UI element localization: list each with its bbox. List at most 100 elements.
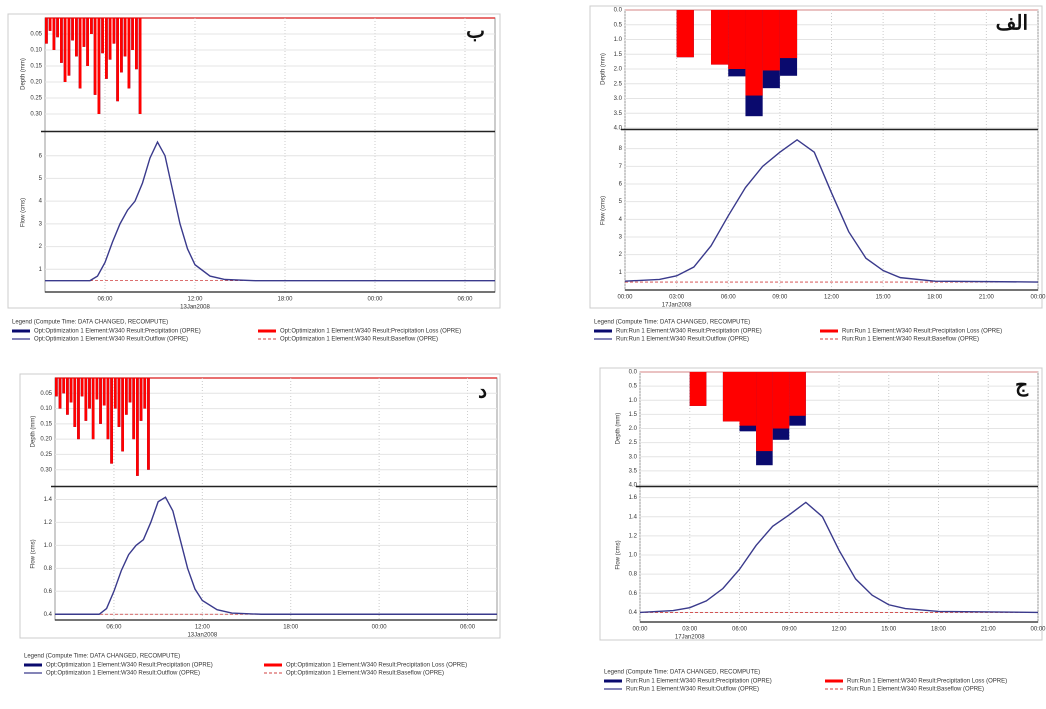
- y-tick-label: 2: [39, 244, 43, 250]
- y-axis-label: Depth (mm): [601, 53, 607, 85]
- y-tick-label: 3: [619, 235, 623, 241]
- y-tick-label: 0.5: [614, 22, 623, 28]
- x-axis-date: 13Jan2008: [180, 305, 210, 311]
- y-tick-label: 0.4: [629, 610, 638, 616]
- precip-bar: [101, 18, 104, 54]
- precip-bar: [132, 378, 136, 440]
- y-tick-label: 8: [619, 146, 623, 152]
- legend-label: Run:Run 1 Element:W340 Result:Precipitat…: [626, 679, 772, 685]
- precip-bar: [99, 378, 102, 424]
- y-tick-label: 3.5: [614, 111, 623, 117]
- y-tick-label: 5: [39, 176, 43, 182]
- precip-bar: [60, 18, 63, 63]
- y-axis-label: Depth (mm): [616, 413, 622, 445]
- precip-bar: [789, 372, 806, 416]
- precip-bar: [77, 378, 80, 440]
- y-tick-label: 0.05: [30, 32, 42, 38]
- panel-frame: [7, 13, 501, 309]
- legend-label: Run:Run 1 Element:W340 Result:Precipitat…: [847, 679, 1007, 685]
- y-tick-label: 5: [619, 199, 623, 205]
- y-tick-label: 1: [619, 270, 623, 276]
- x-tick-label: 00:00: [1030, 295, 1046, 301]
- panel-label: ج: [1015, 373, 1029, 398]
- legend-label: Opt:Optimization 1 Element:W340 Result:P…: [34, 329, 201, 335]
- y-tick-label: 4.0: [614, 126, 623, 132]
- legend-title: Legend (Compute Time: DATA CHANGED, RECO…: [24, 654, 180, 660]
- y-tick-label: 0.8: [44, 566, 53, 572]
- precip-bar: [147, 378, 150, 470]
- y-tick-label: 0.5: [629, 384, 638, 390]
- precip-bar: [69, 378, 73, 403]
- legend-label: Opt:Optimization 1 Element:W340 Result:B…: [286, 671, 444, 677]
- precip-bar: [711, 10, 729, 65]
- legend-label: Run:Run 1 Element:W340 Result:Baseflow (…: [847, 687, 984, 693]
- precip-bar: [52, 18, 56, 50]
- y-tick-label: 4.0: [629, 483, 638, 489]
- y-tick-label: 6: [39, 153, 43, 159]
- precip-bar: [67, 18, 71, 76]
- precip-bar: [739, 372, 757, 426]
- precip-bar: [62, 378, 66, 394]
- x-tick-label: 06:00: [106, 625, 122, 631]
- precip-bar: [84, 378, 88, 421]
- legend-label: Run:Run 1 Element:W340 Result:Baseflow (…: [842, 337, 979, 343]
- x-tick-label: 18:00: [927, 295, 943, 301]
- x-tick-label: 00:00: [372, 625, 388, 631]
- y-tick-label: 2: [619, 252, 623, 258]
- y-tick-label: 0.05: [40, 391, 52, 397]
- y-tick-label: 0.15: [30, 64, 42, 70]
- y-tick-label: 4: [619, 217, 623, 223]
- panel-label: الف: [996, 11, 1028, 35]
- legend-label: Run:Run 1 Element:W340 Result:Precipitat…: [842, 329, 1002, 335]
- precip-bar: [45, 18, 48, 44]
- legend-label: Run:Run 1 Element:W340 Result:Precipitat…: [616, 329, 762, 335]
- precip-bar: [779, 10, 798, 59]
- precip-bar: [689, 372, 707, 406]
- y-axis-label: Flow (cms): [21, 198, 27, 227]
- flow-line: [55, 496, 497, 615]
- precip-bar: [143, 378, 147, 409]
- y-tick-label: 0.4: [44, 612, 53, 618]
- x-tick-label: 21:00: [979, 295, 995, 301]
- y-tick-label: 0.8: [629, 572, 638, 578]
- panel-label: ب: [466, 19, 485, 43]
- y-tick-label: 0.20: [30, 80, 42, 86]
- x-tick-label: 15:00: [881, 627, 897, 633]
- precip-bar: [722, 372, 740, 422]
- y-tick-label: 0.0: [614, 8, 623, 14]
- x-tick-label: 12:00: [187, 297, 203, 303]
- y-tick-label: 1.4: [44, 497, 53, 503]
- legend-title: Legend (Compute Time: DATA CHANGED, RECO…: [12, 320, 168, 326]
- precip-bar: [91, 378, 95, 440]
- y-tick-label: 2.0: [629, 426, 638, 432]
- precip-bar: [108, 18, 112, 60]
- precip-bar: [745, 10, 763, 96]
- precip-bar: [58, 378, 62, 409]
- y-axis-label: Depth (mm): [31, 416, 37, 448]
- y-tick-label: 3.0: [629, 454, 638, 460]
- legend-label: Run:Run 1 Element:W340 Result:Outflow (O…: [616, 337, 749, 343]
- precip-bar: [136, 378, 139, 476]
- y-tick-label: 2.5: [629, 440, 638, 446]
- y-tick-label: 1.0: [44, 543, 53, 549]
- y-tick-label: 3.0: [614, 96, 623, 102]
- precip-bar: [121, 378, 124, 452]
- y-tick-label: 0.25: [30, 96, 42, 102]
- precip-bar: [127, 18, 131, 89]
- precip-bar: [73, 378, 77, 427]
- legend-label: Run:Run 1 Element:W340 Result:Outflow (O…: [626, 687, 759, 693]
- flow-line: [45, 140, 495, 282]
- panel-label: د: [478, 379, 487, 403]
- precip-bar: [124, 378, 128, 415]
- y-tick-label: 1.6: [629, 495, 638, 501]
- y-tick-label: 1.4: [629, 514, 638, 520]
- y-tick-label: 1.0: [629, 553, 638, 559]
- y-tick-label: 0.0: [629, 370, 638, 376]
- y-axis-label: Depth (mm): [21, 58, 27, 90]
- precip-bar: [128, 378, 132, 403]
- precip-bar: [82, 18, 86, 47]
- x-tick-label: 00:00: [1030, 627, 1046, 633]
- precip-bar: [90, 18, 93, 34]
- x-tick-label: 03:00: [669, 295, 685, 301]
